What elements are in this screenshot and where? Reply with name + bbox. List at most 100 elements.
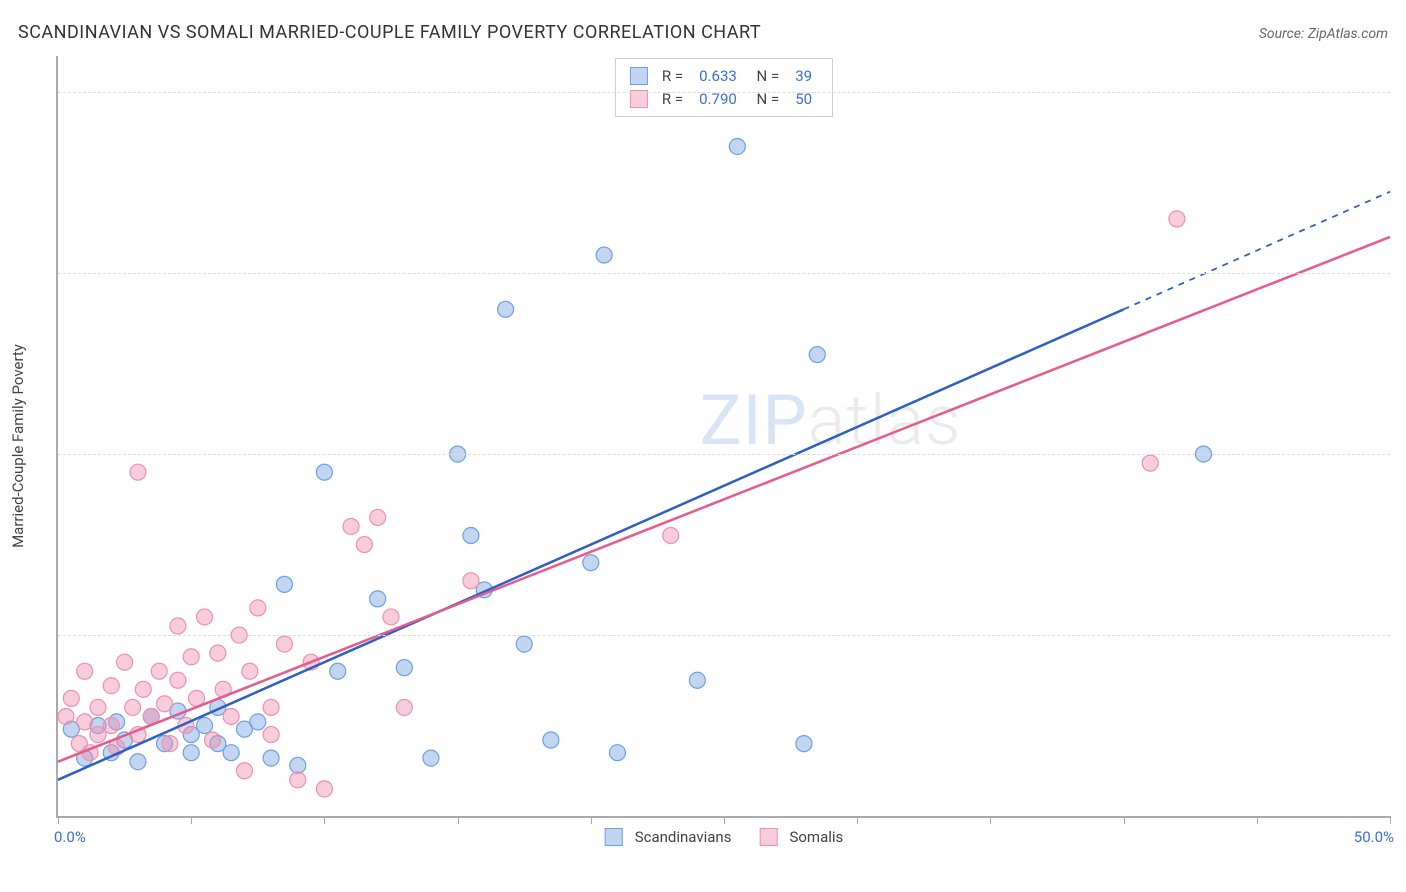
data-point xyxy=(689,672,705,688)
data-point xyxy=(583,555,599,571)
data-point xyxy=(125,699,141,715)
r-value-somalis: 0.790 xyxy=(699,88,737,111)
plot-area: ZIPatlas R =0.633 N =39 R =0.790 N =50 S… xyxy=(56,56,1390,818)
data-point xyxy=(396,660,412,676)
data-point xyxy=(463,573,479,589)
n-value-scandinavians: 39 xyxy=(795,65,812,88)
source-label: Source: ZipAtlas.com xyxy=(1259,26,1388,42)
data-point xyxy=(197,718,213,734)
data-point xyxy=(498,301,514,317)
data-point xyxy=(223,708,239,724)
data-point xyxy=(356,537,372,553)
data-point xyxy=(330,663,346,679)
data-point xyxy=(276,576,292,592)
data-point xyxy=(1169,211,1185,227)
data-point xyxy=(151,663,167,679)
data-point xyxy=(183,649,199,665)
stats-legend-box: R =0.633 N =39 R =0.790 N =50 xyxy=(615,58,833,117)
data-point xyxy=(316,781,332,797)
data-point xyxy=(263,727,279,743)
r-value-scandinavians: 0.633 xyxy=(699,65,737,88)
data-point xyxy=(463,528,479,544)
n-value-somalis: 50 xyxy=(795,88,812,111)
data-point xyxy=(396,699,412,715)
legend-swatch-somalis xyxy=(759,828,777,846)
x-tick xyxy=(324,816,325,824)
x-axis-max-label: 50.0% xyxy=(1354,828,1394,846)
data-point xyxy=(596,247,612,263)
x-axis-min-label: 0.0% xyxy=(54,828,86,846)
stats-row-somalis: R =0.790 N =50 xyxy=(630,88,818,111)
x-tick xyxy=(1124,816,1125,824)
x-tick xyxy=(58,816,59,824)
data-point xyxy=(796,736,812,752)
data-point xyxy=(242,663,258,679)
data-point xyxy=(1142,455,1158,471)
data-point xyxy=(250,600,266,616)
legend-label-somalis: Somalis xyxy=(789,828,843,846)
gridline xyxy=(58,454,1390,455)
x-tick xyxy=(191,816,192,824)
data-point xyxy=(77,663,93,679)
gridline xyxy=(58,92,1390,93)
data-point xyxy=(170,618,186,634)
data-point xyxy=(663,528,679,544)
y-axis-label: Married-Couple Family Poverty xyxy=(9,344,27,548)
data-point xyxy=(103,718,119,734)
data-point xyxy=(263,750,279,766)
data-point xyxy=(157,696,173,712)
data-point xyxy=(543,732,559,748)
gridline xyxy=(58,273,1390,274)
x-tick xyxy=(1257,816,1258,824)
data-point xyxy=(263,699,279,715)
data-point xyxy=(343,518,359,534)
x-tick xyxy=(458,816,459,824)
x-tick xyxy=(591,816,592,824)
data-point xyxy=(236,763,252,779)
stats-row-scandinavians: R =0.633 N =39 xyxy=(630,65,818,88)
data-point xyxy=(276,636,292,652)
data-point xyxy=(117,654,133,670)
x-tick xyxy=(990,816,991,824)
data-point xyxy=(103,678,119,694)
scatter-svg xyxy=(58,56,1390,816)
data-point xyxy=(130,754,146,770)
data-point xyxy=(197,609,213,625)
data-point xyxy=(809,347,825,363)
data-point xyxy=(90,699,106,715)
data-point xyxy=(63,690,79,706)
data-point xyxy=(170,672,186,688)
swatch-scandinavians xyxy=(630,67,648,85)
data-point xyxy=(210,645,226,661)
data-point xyxy=(290,772,306,788)
data-point xyxy=(58,708,74,724)
data-point xyxy=(250,714,266,730)
legend-item-somalis: Somalis xyxy=(759,828,843,846)
x-tick xyxy=(724,816,725,824)
data-point xyxy=(130,464,146,480)
data-point xyxy=(516,636,532,652)
data-point xyxy=(729,138,745,154)
legend-label-scandinavians: Scandinavians xyxy=(635,828,732,846)
data-point xyxy=(77,714,93,730)
data-point xyxy=(370,509,386,525)
x-tick xyxy=(857,816,858,824)
data-point xyxy=(383,609,399,625)
data-point xyxy=(205,732,221,748)
legend-item-scandinavians: Scandinavians xyxy=(605,828,732,846)
data-point xyxy=(423,750,439,766)
regression-line xyxy=(58,309,1124,779)
data-point xyxy=(370,591,386,607)
gridline xyxy=(58,635,1390,636)
data-point xyxy=(223,745,239,761)
chart-title: SCANDINAVIAN VS SOMALI MARRIED-COUPLE FA… xyxy=(18,22,761,43)
data-point xyxy=(162,736,178,752)
regression-line-extrapolated xyxy=(1124,192,1390,310)
data-point xyxy=(609,745,625,761)
regression-line xyxy=(58,237,1390,762)
data-point xyxy=(290,757,306,773)
x-tick xyxy=(1390,816,1391,824)
data-point xyxy=(183,745,199,761)
legend-bottom: Scandinavians Somalis xyxy=(605,828,844,846)
data-point xyxy=(316,464,332,480)
